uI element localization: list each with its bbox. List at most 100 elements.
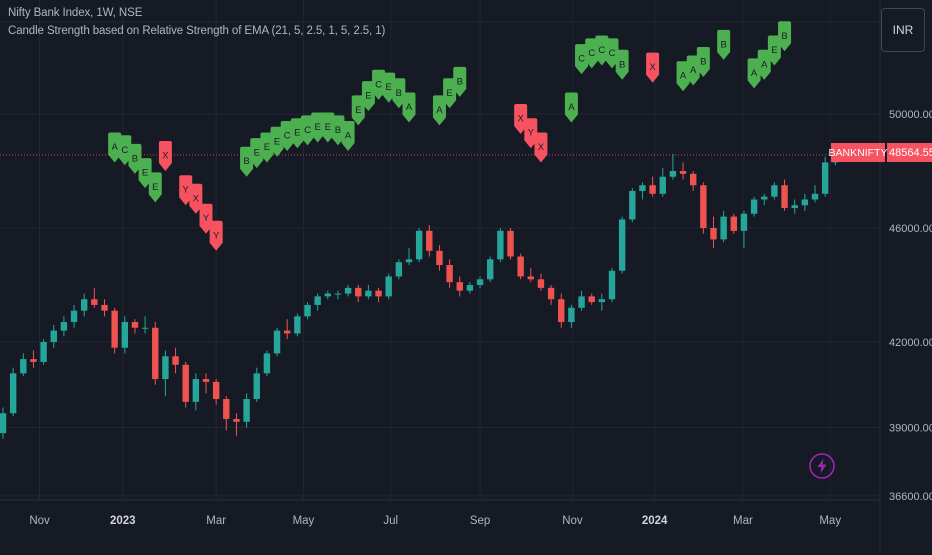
- signal-label-text: E: [446, 88, 452, 99]
- lightning-icon[interactable]: [808, 452, 836, 480]
- signal-label: A: [108, 132, 122, 163]
- candle-body: [273, 330, 281, 354]
- signal-label: A: [757, 49, 771, 80]
- signal-label-text: B: [700, 56, 706, 67]
- time-tick-label: Nov: [562, 515, 583, 527]
- signal-label: B: [696, 46, 710, 77]
- signal-label-marker: [615, 49, 629, 80]
- signal-label-text: A: [111, 142, 118, 153]
- signal-label: X: [646, 52, 660, 83]
- signal-label-text: E: [355, 105, 361, 116]
- signal-label: C: [118, 135, 132, 166]
- signal-label-marker: [432, 95, 446, 126]
- signal-label-text: C: [121, 145, 128, 156]
- signal-label: E: [250, 138, 264, 169]
- signal-label-text: A: [680, 71, 687, 82]
- chart-title: Nifty Bank Index, 1W, NSE: [8, 7, 143, 19]
- candle-body: [547, 287, 555, 300]
- signal-label-marker: [361, 81, 375, 112]
- candle-body: [730, 216, 737, 231]
- signal-label-marker: [453, 66, 467, 97]
- candle-body: [568, 307, 575, 323]
- indicator-title[interactable]: Candle Strength based on Relative Streng…: [8, 25, 386, 37]
- candle-body: [314, 296, 321, 305]
- signal-label-text: Y: [203, 213, 210, 224]
- signal-label-text: Y: [213, 230, 220, 241]
- candle-body: [436, 250, 443, 266]
- signal-label-marker: [757, 49, 771, 80]
- signal-label-marker: [747, 58, 761, 89]
- time-tick-label: May: [293, 515, 315, 527]
- signal-label-marker: [564, 92, 578, 123]
- time-tick-label: May: [819, 515, 841, 527]
- candle-body: [131, 322, 139, 328]
- signal-label: E: [321, 112, 335, 143]
- signal-label: B: [778, 21, 792, 52]
- signal-label-text: X: [193, 193, 200, 204]
- candle-body: [750, 199, 758, 214]
- candle-body: [598, 299, 606, 303]
- signal-label: A: [686, 55, 700, 86]
- signal-label: X: [189, 183, 203, 214]
- candle-body: [740, 213, 748, 231]
- candle-body: [233, 418, 240, 422]
- candle-body: [60, 322, 68, 331]
- signal-label: B: [717, 29, 731, 60]
- time-tick-label: Nov: [29, 515, 50, 527]
- signal-label-marker: [321, 112, 335, 143]
- signal-label: A: [676, 61, 690, 92]
- candle-body: [558, 299, 565, 323]
- candle-body: [629, 190, 636, 220]
- candle-body: [263, 353, 271, 374]
- signal-label-text: A: [761, 59, 768, 70]
- candle-body: [801, 199, 809, 206]
- signal-label-marker: [128, 143, 142, 174]
- time-tick-label: Mar: [206, 515, 226, 527]
- candle-body: [101, 304, 108, 311]
- signal-label-marker: [148, 172, 162, 203]
- currency-button[interactable]: INR: [881, 8, 925, 52]
- signal-label-marker: [575, 44, 589, 75]
- signal-label-text: E: [152, 182, 158, 193]
- candle-body: [578, 296, 585, 308]
- candle-body: [811, 193, 819, 200]
- signal-label: B: [128, 143, 142, 174]
- candle-body: [415, 230, 423, 260]
- candle-body: [649, 185, 656, 194]
- signal-label-text: C: [578, 54, 585, 65]
- candle-body: [20, 359, 27, 374]
- signal-label-text: A: [690, 65, 697, 76]
- candle-body: [700, 185, 707, 228]
- candle-body: [507, 230, 514, 257]
- signal-label: B: [392, 78, 406, 109]
- signal-label-text: B: [457, 76, 463, 87]
- signal-label-text: C: [609, 48, 616, 59]
- signal-label-marker: [341, 121, 355, 152]
- price-axis: 36600.00 39000.00 42000.00 46000.00 50000.00: [879, 0, 932, 550]
- candle-body: [81, 299, 88, 311]
- signal-label-text: C: [598, 45, 605, 56]
- signal-label-text: A: [751, 68, 758, 79]
- signal-label-marker: [331, 115, 345, 146]
- candle-body: [608, 270, 616, 300]
- candle-body: [304, 304, 311, 317]
- candle-body: [761, 196, 768, 200]
- signal-label: E: [351, 95, 365, 126]
- candle-body: [375, 290, 382, 297]
- candle-body: [659, 176, 666, 194]
- candle-body: [669, 171, 677, 177]
- signal-label-marker: [382, 72, 396, 103]
- signal-label-marker: [199, 203, 213, 234]
- candle-body: [162, 356, 169, 380]
- time-axis: Nov 2023 Mar May Jul Sep Nov 2024 Mar May: [0, 499, 880, 527]
- signal-label-text: B: [335, 125, 341, 136]
- signal-label-text: E: [771, 45, 777, 56]
- candle-body: [284, 330, 291, 334]
- signal-label-marker: [260, 132, 274, 163]
- signal-label-text: Y: [528, 128, 535, 139]
- signal-label: C: [585, 38, 599, 69]
- signal-label-marker: [189, 183, 203, 214]
